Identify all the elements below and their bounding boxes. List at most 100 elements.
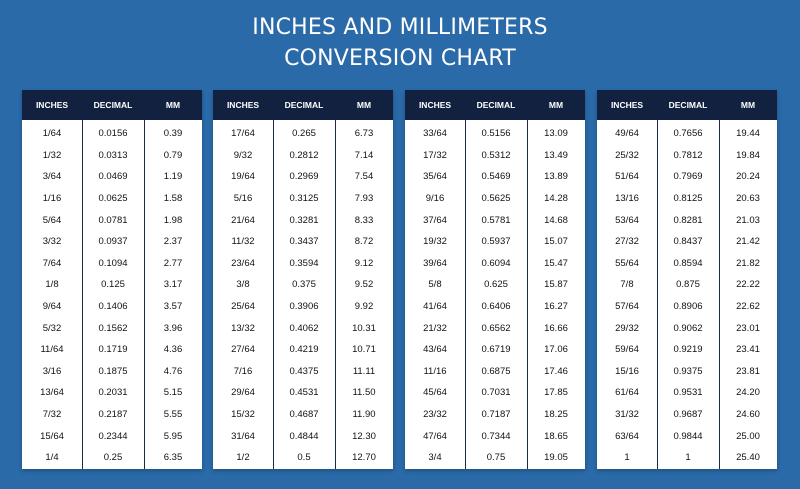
inches-cell: 23/32 (423, 409, 447, 421)
decimal-cell: 0.9375 (673, 365, 703, 377)
decimal-cell: 0.4844 (289, 430, 319, 442)
mm-cell: 7.93 (354, 193, 374, 205)
mm-cell: 15.47 (544, 257, 568, 269)
table-row: 1/64 0.0156 0.39 (22, 123, 202, 145)
inches-cell: 15/64 (40, 430, 64, 442)
inches-cell: 7/16 (233, 365, 253, 377)
column-divider (82, 120, 83, 469)
table-body: 49/64 0.7656 19.44 25/32 0.7812 19.84 51/64 0.7… (597, 120, 777, 469)
table-row: 25/32 0.7812 19.84 (597, 145, 777, 167)
inches-cell: 11/32 (231, 236, 255, 248)
table-header: INCHES DECIMAL MM (597, 90, 777, 120)
table-row: 1/32 0.0313 0.79 (22, 145, 202, 167)
inches-cell: 27/32 (615, 236, 639, 248)
conversion-table-4: INCHES DECIMAL MM 49/64 0.7656 19.44 25/32 0.78… (597, 90, 777, 469)
table-row: 1/8 0.125 3.17 (22, 274, 202, 296)
inches-cell: 21/64 (231, 214, 255, 226)
decimal-cell: 0.4062 (289, 322, 319, 334)
inches-cell: 7/32 (42, 409, 62, 421)
decimal-cell: 0.3437 (289, 236, 319, 248)
mm-cell: 19.05 (544, 452, 568, 464)
inches-cell: 5/8 (428, 279, 442, 291)
inches-cell: 37/64 (423, 214, 447, 226)
inches-cell: 7/64 (42, 257, 62, 269)
decimal-cell: 0.5 (297, 452, 311, 464)
inches-cell: 49/64 (615, 128, 639, 140)
mm-cell: 13.89 (544, 171, 568, 183)
decimal-cell: 0.7656 (673, 128, 703, 140)
inches-header: INCHES (226, 100, 260, 110)
table-row: 33/64 0.5156 13.09 (405, 123, 585, 145)
mm-cell: 15.87 (544, 279, 568, 291)
mm-cell: 12.30 (352, 430, 376, 442)
mm-cell: 17.85 (544, 387, 568, 399)
conversion-tables: INCHES DECIMAL MM 1/64 0.0156 0.39 1/32 0.0313 0… (22, 90, 780, 469)
decimal-cell: 0.4375 (289, 365, 319, 377)
table-row: 1/4 0.25 6.35 (22, 447, 202, 469)
inches-cell: 3/64 (42, 171, 62, 183)
inches-cell: 21/32 (423, 322, 447, 334)
mm-cell: 21.42 (736, 236, 760, 248)
inches-cell: 15/16 (615, 365, 639, 377)
conversion-table-3: INCHES DECIMAL MM 33/64 0.5156 13.09 17/32 0.53… (405, 90, 585, 469)
column-divider (144, 120, 145, 469)
decimal-cell: 0.2344 (98, 430, 128, 442)
decimal-cell: 0.8437 (673, 236, 703, 248)
mm-cell: 25.00 (736, 430, 760, 442)
table-row: 57/64 0.8906 22.62 (597, 296, 777, 318)
decimal-cell: 0.2187 (98, 409, 128, 421)
inches-cell: 9/32 (233, 149, 253, 161)
decimal-cell: 0.3125 (289, 193, 319, 205)
mm-cell: 14.28 (544, 193, 568, 205)
mm-cell: 3.57 (163, 301, 183, 313)
mm-cell: 16.66 (544, 322, 568, 334)
decimal-cell: 0.5937 (481, 236, 511, 248)
table-header: INCHES DECIMAL MM (213, 90, 393, 120)
table-row: 29/64 0.4531 11.50 (213, 382, 393, 404)
decimal-header: DECIMAL (284, 100, 324, 110)
inches-cell: 11/16 (423, 365, 447, 377)
inches-cell: 9/16 (425, 193, 445, 205)
inches-cell: 59/64 (615, 344, 639, 356)
inches-cell: 3/8 (236, 279, 250, 291)
mm-cell: 24.20 (736, 387, 760, 399)
inches-cell: 11/64 (40, 344, 64, 356)
inches-cell: 57/64 (615, 301, 639, 313)
table-row: 3/64 0.0469 1.19 (22, 166, 202, 188)
mm-cell: 13.49 (544, 149, 568, 161)
mm-cell: 19.44 (736, 128, 760, 140)
mm-cell: 13.09 (544, 128, 568, 140)
inches-cell: 9/64 (42, 301, 62, 313)
decimal-cell: 0.8594 (673, 257, 703, 269)
decimal-cell: 0.0781 (98, 214, 128, 226)
mm-cell: 8.33 (354, 214, 374, 226)
decimal-cell: 0.2031 (98, 387, 128, 399)
inches-header: INCHES (35, 100, 69, 110)
decimal-cell: 0.7344 (481, 430, 511, 442)
column-divider (527, 120, 528, 469)
inches-header: INCHES (610, 100, 644, 110)
inches-cell: 39/64 (423, 257, 447, 269)
decimal-cell: 0.2969 (289, 171, 319, 183)
table-row: 37/64 0.5781 14.68 (405, 209, 585, 231)
mm-cell: 17.06 (544, 344, 568, 356)
column-divider (273, 120, 274, 469)
mm-cell: 11.90 (352, 409, 376, 421)
decimal-cell: 0.8906 (673, 301, 703, 313)
table-row: 7/32 0.2187 5.55 (22, 404, 202, 426)
inches-cell: 3/16 (42, 365, 62, 377)
decimal-cell: 0.0937 (98, 236, 128, 248)
decimal-cell: 0.6406 (481, 301, 511, 313)
inches-cell: 3/4 (428, 452, 442, 464)
table-row: 11/16 0.6875 17.46 (405, 361, 585, 383)
decimal-cell: 0.5469 (481, 171, 511, 183)
decimal-cell: 0.9219 (673, 344, 703, 356)
table-row: 31/64 0.4844 12.30 (213, 425, 393, 447)
decimal-cell: 0.625 (484, 279, 508, 291)
inches-cell: 5/32 (42, 322, 62, 334)
column-divider (335, 120, 336, 469)
table-row: 39/64 0.6094 15.47 (405, 253, 585, 275)
inches-cell: 25/32 (615, 149, 639, 161)
table-row: 3/4 0.75 19.05 (405, 447, 585, 469)
column-divider (465, 120, 466, 469)
